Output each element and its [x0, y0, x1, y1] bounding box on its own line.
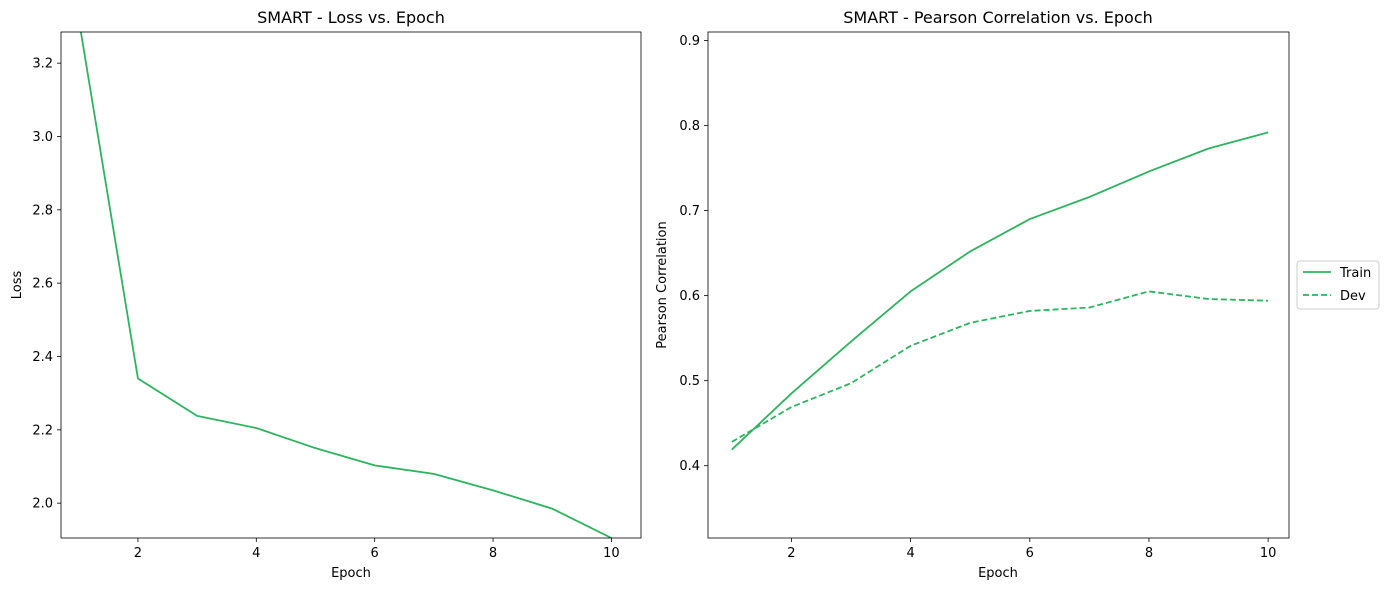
loss-y-tick-label: 2.8 [32, 203, 53, 218]
loss-y-tick-label: 2.2 [32, 423, 53, 438]
pearson-y-tick-label: 0.4 [679, 459, 700, 474]
pearson-x-tick-label: 2 [787, 546, 795, 561]
pearson-series-dev-line [731, 290, 1269, 443]
loss-chart-title: SMART - Loss vs. Epoch [257, 8, 445, 27]
pearson-series-train-line [731, 131, 1269, 451]
legend-box [1296, 260, 1380, 310]
loss-chart: SMART - Loss vs. Epoch 2 4 6 8 10 2.0 2.2 2.4 2.… [10, 8, 642, 581]
loss-x-tick-label: 6 [371, 546, 379, 561]
loss-y-tick-label: 2.6 [32, 277, 53, 292]
loss-y-tick-label: 2.4 [32, 350, 53, 365]
loss-x-axis-label: Epoch [331, 566, 371, 581]
legend-label-train: Train [1339, 266, 1371, 281]
loss-plot-frame [60, 31, 642, 539]
pearson-y-tick-label: 0.8 [679, 119, 700, 134]
loss-y-tick-label: 2.0 [32, 497, 53, 512]
pearson-x-tick-label: 8 [1145, 546, 1153, 561]
pearson-y-tick-label: 0.6 [679, 289, 700, 304]
pearson-x-axis-label: Epoch [978, 566, 1018, 581]
pearson-y-axis-label: Pearson Correlation [655, 221, 670, 348]
loss-x-tick-label: 10 [603, 546, 620, 561]
legend-label-dev: Dev [1340, 289, 1366, 304]
pearson-chart-title: SMART - Pearson Correlation vs. Epoch [843, 8, 1153, 27]
pearson-y-tick-label: 0.9 [679, 34, 700, 49]
pearson-chart: SMART - Pearson Correlation vs. Epoch 2 4… [655, 8, 1380, 581]
pearson-plot-frame [707, 31, 1290, 539]
loss-x-tick-label: 2 [134, 546, 142, 561]
loss-x-tick-label: 4 [252, 546, 260, 561]
loss-series-loss-line [79, 32, 612, 538]
loss-y-axis-label: Loss [10, 271, 25, 300]
pearson-x-tick-label: 10 [1260, 546, 1277, 561]
legend: Train Dev [1296, 260, 1380, 310]
pearson-y-tick-label: 0.7 [679, 204, 700, 219]
pearson-x-tick-label: 4 [906, 546, 914, 561]
pearson-x-tick-label: 6 [1026, 546, 1034, 561]
pearson-y-tick-label: 0.5 [679, 374, 700, 389]
loss-y-tick-label: 3.0 [32, 130, 53, 145]
loss-y-tick-label: 3.2 [32, 57, 53, 72]
loss-x-tick-label: 8 [489, 546, 497, 561]
